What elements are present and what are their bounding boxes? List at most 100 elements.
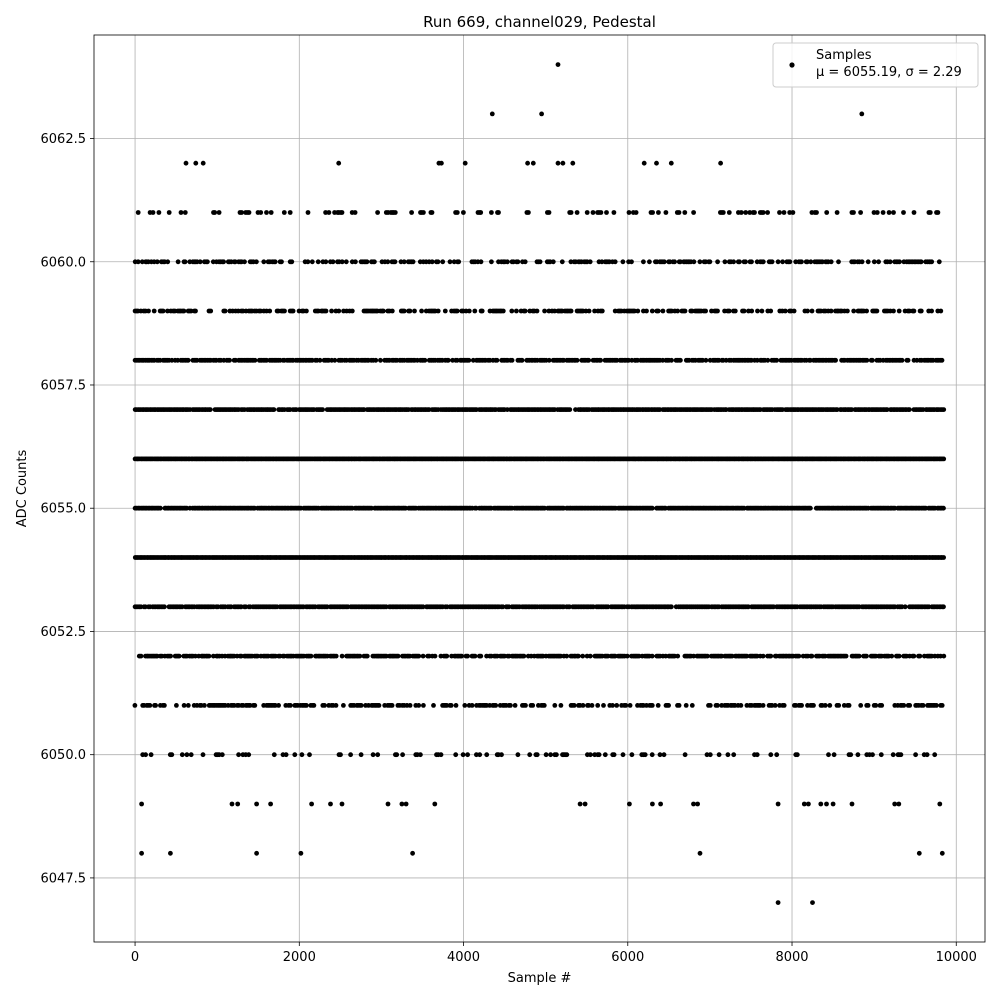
data-point [478,210,484,215]
data-point [907,308,912,314]
data-point [494,357,500,363]
data-point [629,259,634,265]
data-point [315,259,321,265]
data-point [941,555,946,560]
data-point [168,653,174,659]
data-point [395,653,401,659]
data-point [843,653,849,659]
data-point [896,653,902,659]
data-point [153,703,159,708]
data-point [525,160,530,166]
data-point [448,703,454,708]
data-point [879,703,885,708]
data-point [939,703,945,708]
data-point [432,801,438,807]
data-point [364,259,370,265]
data-point [703,308,708,314]
data-point [846,703,852,708]
data-point [775,801,781,807]
data-point [768,653,774,659]
data-point [661,752,667,758]
data-point [623,703,629,708]
data-point [729,653,735,659]
data-point [339,210,345,215]
data-point [938,308,944,314]
data-point [322,703,327,708]
data-point [500,604,506,610]
data-point [378,357,383,363]
data-point [465,653,470,659]
data-point [364,653,370,659]
data-point [939,357,945,363]
data-point [610,703,615,708]
data-point [154,259,160,265]
data-point [567,407,573,412]
data-point [534,752,540,758]
data-point [697,850,703,856]
data-point [221,259,227,265]
data-point [732,308,738,314]
data-point [235,801,241,807]
data-point [934,703,939,708]
data-point [466,308,472,314]
data-point [738,210,744,215]
y-tick-label: 6057.5 [41,378,87,393]
data-point [451,259,457,265]
data-point [514,308,519,314]
legend-box [772,42,979,88]
data-point [546,210,552,215]
data-point [320,407,325,412]
data-point [675,653,681,659]
data-point [568,308,574,314]
data-point [151,308,157,314]
data-point [632,308,637,314]
data-point [447,259,453,265]
data-point [654,160,659,166]
data-point [704,752,710,758]
data-point [515,752,521,758]
data-point [782,308,788,314]
data-point [799,259,804,265]
data-point [193,653,198,659]
data-point [208,308,214,314]
data-point [810,900,815,905]
data-point [323,259,329,265]
data-point [726,308,732,314]
data-point [666,703,671,708]
data-point [657,752,663,758]
data-point [754,752,760,758]
data-point [574,210,580,215]
data-point [169,752,175,758]
data-point [409,210,414,215]
data-point [669,357,674,363]
data-point [352,210,358,215]
data-point [568,210,574,215]
data-point [440,259,446,265]
data-point [805,259,810,265]
y-tick-label: 6062.5 [41,132,87,147]
data-point [898,752,904,758]
data-point [864,653,869,659]
data-point [590,210,596,215]
data-point [858,210,863,215]
data-point [836,259,841,265]
data-point [824,210,830,215]
data-point [876,259,881,265]
data-point [678,259,683,265]
data-point [831,752,837,758]
data-point [505,259,510,265]
data-point [184,752,190,758]
data-point [205,259,210,265]
data-point [808,259,814,265]
data-point [801,801,807,807]
data-point [439,160,444,166]
data-point [765,210,770,215]
data-point [870,752,875,758]
data-point [650,210,655,215]
data-point [722,259,728,265]
data-point [874,210,880,215]
data-point [913,752,918,758]
data-point [891,210,896,215]
data-point [880,210,886,215]
